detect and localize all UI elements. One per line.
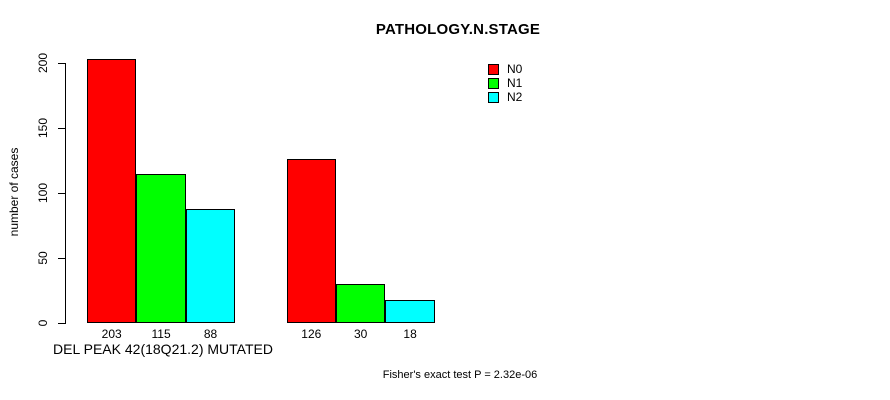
bar-value-label: 203 <box>101 327 122 341</box>
annotation-fisher-test: Fisher's exact test P = 2.32e-06 <box>382 369 538 381</box>
y-axis-tick <box>58 193 65 194</box>
y-tick-label: 200 <box>36 52 50 74</box>
y-tick-label: 50 <box>36 251 50 265</box>
bar-n2-group2 <box>385 299 435 323</box>
y-tick-label: 0 <box>36 319 50 327</box>
y-axis-tick <box>58 323 65 324</box>
bar-value-label: 18 <box>403 327 417 341</box>
legend-item-n0: N0 <box>488 62 523 76</box>
bar-n1-group2 <box>336 284 386 323</box>
legend-swatch-n0 <box>488 64 499 75</box>
bar-value-label: 88 <box>203 327 218 341</box>
y-axis-tick <box>58 258 65 259</box>
y-axis-tick <box>58 128 65 129</box>
y-tick-label: 100 <box>36 182 50 204</box>
legend: N0 N1 N2 <box>488 62 523 104</box>
y-axis-line <box>65 63 66 324</box>
legend-label-n1: N1 <box>507 76 523 90</box>
legend-swatch-n1 <box>488 78 499 89</box>
legend-item-n2: N2 <box>488 90 523 104</box>
legend-swatch-n2 <box>488 92 499 103</box>
y-axis-tick <box>58 63 65 64</box>
chart-title: PATHOLOGY.N.STAGE <box>375 21 541 38</box>
bar-value-label: 115 <box>151 327 171 341</box>
legend-label-n2: N2 <box>507 90 523 104</box>
bar-value-label: 126 <box>301 327 322 341</box>
bar-n0-group1 <box>87 59 137 323</box>
bar-n1-group1 <box>136 173 186 323</box>
bar-value-label: 30 <box>354 327 368 341</box>
legend-label-n0: N0 <box>507 62 523 76</box>
bar-n2-group1 <box>185 208 236 323</box>
legend-item-n1: N1 <box>488 76 523 90</box>
x-axis-label: DEL PEAK 42(18Q21.2) MUTATED <box>53 341 273 357</box>
y-tick-label: 150 <box>36 117 50 139</box>
bar-n0-group2 <box>286 159 336 323</box>
